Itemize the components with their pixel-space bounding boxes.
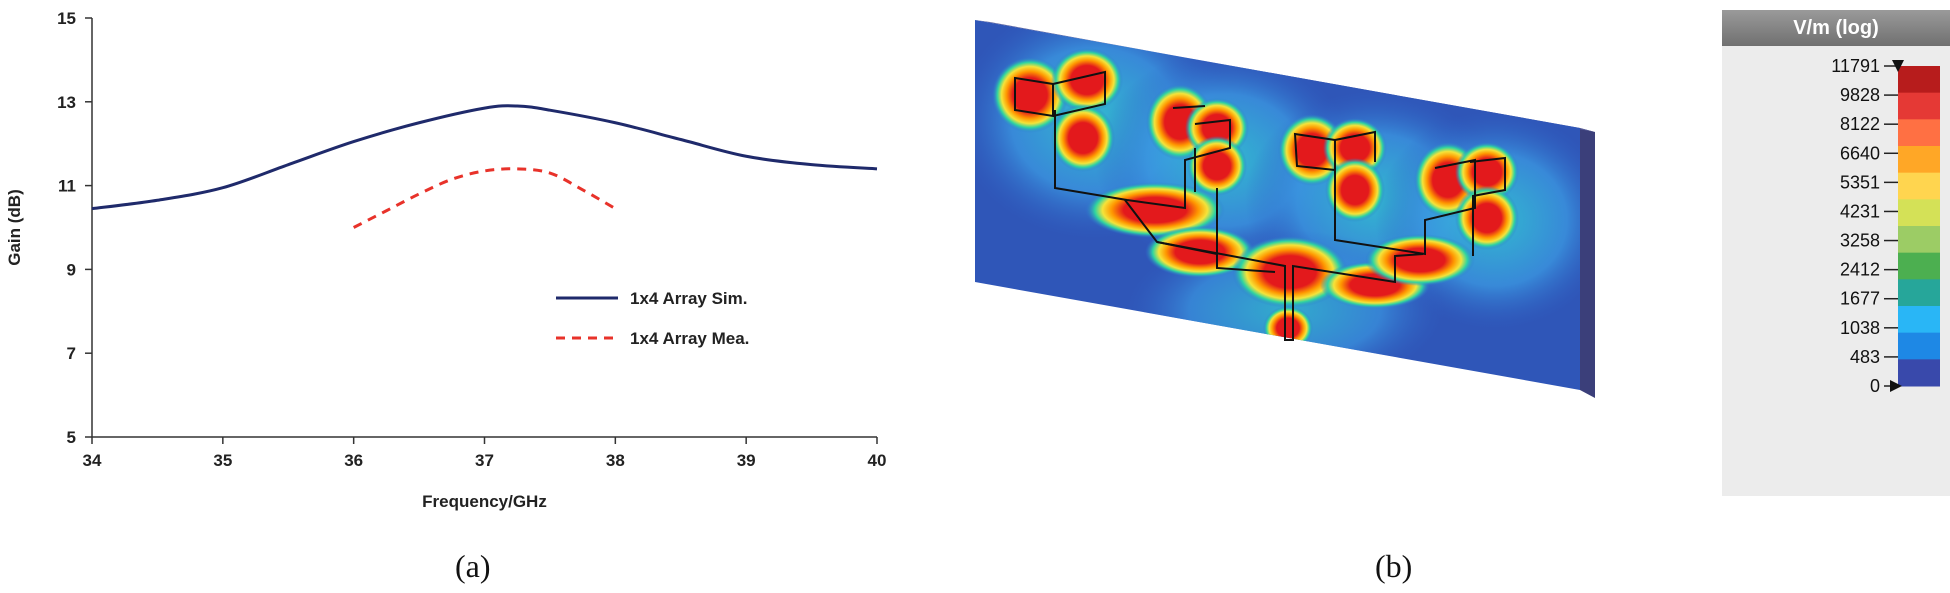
colorbar-legend: V/m (log) 11791 9828 8122 6640 5351 4231 3258 2… <box>1722 10 1950 496</box>
x-axis-title: Frequency/GHz <box>422 492 547 511</box>
colorbar-band <box>1898 252 1940 280</box>
x-tick-label: 40 <box>868 451 887 470</box>
colorbar-tick-label: 9828 <box>1840 85 1880 105</box>
x-tick-label: 38 <box>606 451 625 470</box>
colorbar-band <box>1898 199 1940 227</box>
board-side <box>1580 128 1595 398</box>
caption-b: (b) <box>1375 548 1413 584</box>
feed-network <box>1014 70 1506 341</box>
x-tick-label: 36 <box>344 451 363 470</box>
legend-label-1: 1x4 Array Sim. <box>630 289 748 308</box>
colorbar-tick-label: 4231 <box>1840 201 1880 221</box>
colorbar-tick-label: 0 <box>1870 376 1880 396</box>
y-tick-label: 7 <box>67 344 76 363</box>
colorbar-band <box>1898 332 1940 360</box>
x-tick-label: 37 <box>475 451 494 470</box>
y-tick-label: 5 <box>67 428 76 447</box>
x-tick-label: 39 <box>737 451 756 470</box>
colorbar-tick-label: 6640 <box>1840 143 1880 163</box>
y-axis-title: Gain (dB) <box>5 189 24 266</box>
y-tick-label: 11 <box>58 177 76 196</box>
efield-simulation <box>975 20 1595 398</box>
colorbar-max-marker <box>1892 60 1904 72</box>
y-tick-label: 13 <box>57 93 76 112</box>
colorbar-tick-label: 11791 <box>1831 56 1880 76</box>
caption-a: (a) <box>455 548 491 584</box>
colorbar-band <box>1898 119 1940 147</box>
colorbar-tick-label: 3258 <box>1840 231 1880 251</box>
colorbar-tick-label: 1677 <box>1840 289 1880 309</box>
x-tick-label: 35 <box>213 451 232 470</box>
gain-chart: 34 35 36 37 38 39 40 5 7 9 11 13 15 Frequency/GHz Gain… <box>5 9 887 511</box>
colorbar-tick-label: 483 <box>1850 347 1880 367</box>
y-tick-label: 15 <box>57 9 76 28</box>
y-tick-label: 9 <box>67 260 76 279</box>
colorbar-unit: V/m (log) <box>1722 10 1950 46</box>
colorbar-tick-label: 2412 <box>1840 260 1880 280</box>
colorbar-band <box>1898 92 1940 120</box>
series-line-1 <box>91 104 878 211</box>
legend-label-2: 1x4 Array Mea. <box>630 329 749 348</box>
colorbar-band <box>1898 172 1940 200</box>
colorbar-tick-label: 1038 <box>1840 318 1880 338</box>
colorbar-band <box>1898 279 1940 307</box>
colorbar-band <box>1898 359 1940 387</box>
series-line-2 <box>352 167 617 229</box>
colorbar-band <box>1898 146 1940 174</box>
colorbar-tick-label: 5351 <box>1840 172 1880 192</box>
colorbar-band <box>1898 226 1940 254</box>
colorbar-band <box>1898 66 1940 94</box>
colorbar-band <box>1898 306 1940 334</box>
colorbar-min-marker <box>1890 380 1902 392</box>
colorbar-tick-label: 8122 <box>1840 114 1880 134</box>
x-tick-label: 34 <box>83 451 102 470</box>
